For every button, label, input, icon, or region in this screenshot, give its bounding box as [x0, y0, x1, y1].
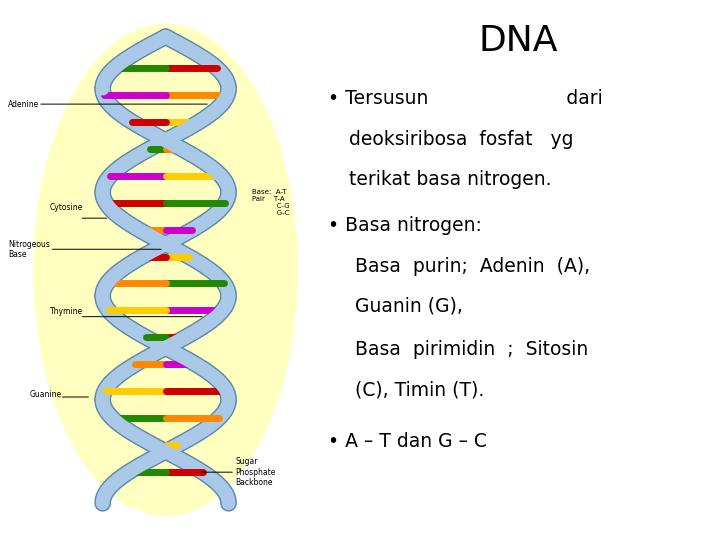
Text: terikat basa nitrogen.: terikat basa nitrogen.: [349, 170, 552, 189]
Text: deoksiribosa  fosfat   yg: deoksiribosa fosfat yg: [349, 130, 574, 148]
Text: Thymine: Thymine: [50, 307, 83, 316]
Text: • Basa nitrogen:: • Basa nitrogen:: [328, 216, 482, 235]
Text: Sugar
Phosphate
Backbone: Sugar Phosphate Backbone: [235, 457, 276, 487]
Text: Adenine: Adenine: [9, 99, 40, 109]
Text: Nitrogeous
Base: Nitrogeous Base: [9, 240, 50, 259]
Text: Cytosine: Cytosine: [50, 203, 83, 212]
Text: DNA: DNA: [479, 24, 558, 58]
Text: Guanine: Guanine: [30, 390, 62, 399]
Text: Base:  A-T
Pair    T-A
           C-G
           G-C: Base: A-T Pair T-A C-G G-C: [252, 189, 289, 216]
Text: Basa  pirimidin  ;  Sitosin: Basa pirimidin ; Sitosin: [349, 340, 588, 359]
Text: Guanin (G),: Guanin (G),: [349, 297, 463, 316]
Text: • A – T dan G – C: • A – T dan G – C: [328, 432, 487, 451]
Text: (C), Timin (T).: (C), Timin (T).: [349, 381, 485, 400]
Text: Basa  purin;  Adenin  (A),: Basa purin; Adenin (A),: [349, 256, 590, 275]
Ellipse shape: [33, 24, 298, 516]
Text: • Tersusun                       dari: • Tersusun dari: [328, 89, 603, 108]
